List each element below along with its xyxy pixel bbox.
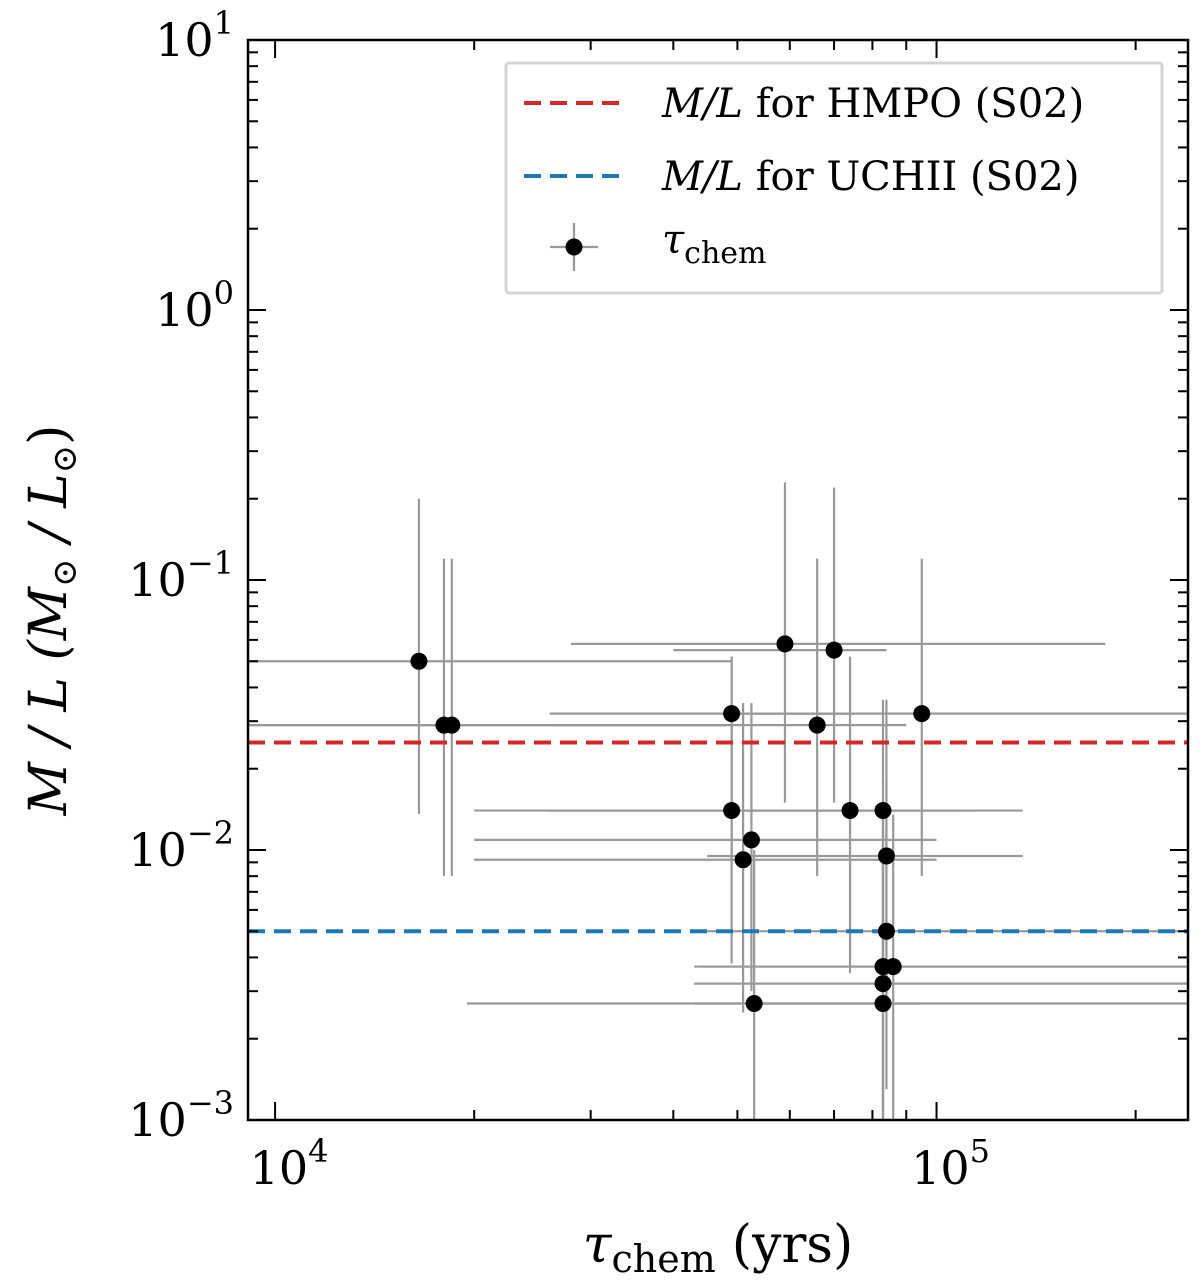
x-tick-label: 105 (911, 1132, 990, 1195)
reference-lines (248, 740, 1188, 934)
x-axis-label: τchem (yrs) (583, 1215, 854, 1281)
legend-label-0: M/L for HMPO (S02) (661, 81, 1084, 127)
data-point-2 (443, 716, 461, 734)
legend-label-2: τchem (662, 217, 766, 271)
error-bars (248, 482, 1188, 1120)
data-point-13 (877, 847, 895, 865)
data-point-17 (874, 975, 892, 993)
data-point-19 (913, 705, 931, 723)
y-tick-label: 10−1 (128, 544, 234, 607)
axes: 10−3 10−2 10−1 100 101 104 105 τchem (yrs) M / L … (19, 4, 1190, 1281)
legend: M/L for HMPO (S02) M/L for UCHII (S02) τch… (504, 61, 1164, 295)
legend-marker (565, 238, 583, 256)
y-tick-label: 101 (155, 4, 234, 67)
data-point-10 (825, 641, 843, 659)
data-point-3 (723, 705, 741, 723)
data-point-12 (874, 802, 892, 820)
y-axis-label: M / L (M⊙ / L⊙) (19, 425, 85, 817)
data-point-9 (808, 716, 826, 734)
y-tick-label: 10−2 (128, 814, 234, 877)
x-tick-label: 104 (250, 1132, 329, 1195)
legend-label-1: M/L for UCHII (S02) (661, 154, 1079, 200)
data-point-11 (841, 802, 859, 820)
data-point-16 (884, 958, 902, 976)
legend-box (504, 61, 1164, 295)
data-point-14 (877, 922, 895, 940)
data-point-7 (745, 995, 763, 1013)
data-point-4 (723, 802, 741, 820)
data-point-8 (776, 635, 794, 653)
data-point-6 (742, 831, 760, 849)
y-tick-label: 10−3 (128, 1084, 234, 1147)
data-point-5 (734, 851, 752, 869)
data-point-18 (874, 995, 892, 1013)
data-points (410, 635, 931, 1013)
y-tick-label: 100 (155, 274, 234, 337)
data-point-0 (410, 652, 428, 670)
